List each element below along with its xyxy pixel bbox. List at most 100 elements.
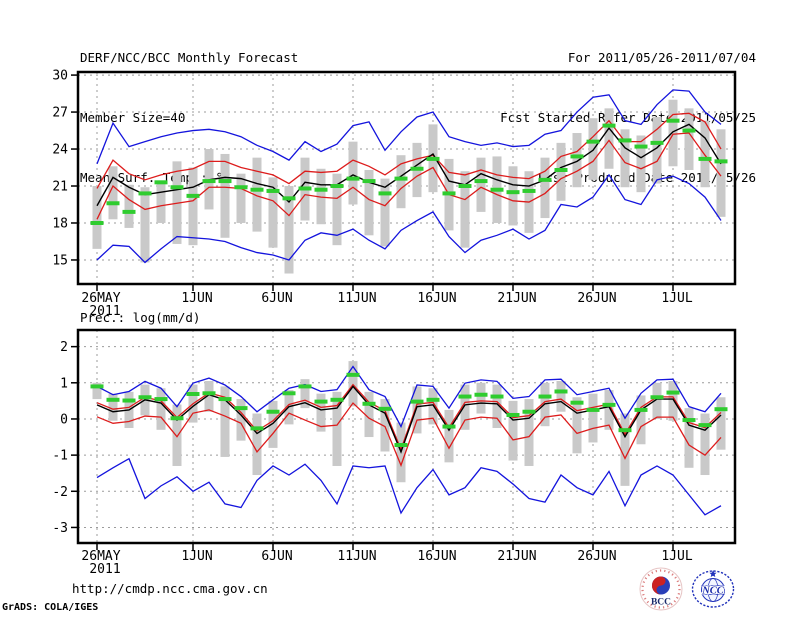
member-size-label: Member Size=40 [80,110,186,125]
axis-tick-label: 30 [52,69,68,84]
spread-bar [236,399,246,441]
axis-tick-label: 1JUN [181,291,212,306]
axis-tick-label: 16JUN [417,291,456,306]
ncc-star-icon [709,570,717,577]
spread-bar [364,169,374,236]
spread-bar [268,400,278,448]
page-title: DERF/NCC/BCC Monthly Forecast [80,50,299,65]
spread-bar [540,157,550,219]
axis-tick-label: 6JUN [261,549,292,564]
axis-tick-label: 1JUL [661,549,692,564]
spread-bar [156,388,166,430]
axis-tick-label: 21 [52,180,68,195]
spread-bar [412,386,422,434]
spread-bar [572,397,582,454]
precipitation-chart-ensemble-min [96,457,722,516]
spread-bar [684,408,694,468]
axis-tick-label: 11JUN [337,291,376,306]
bcc-char-ring-icon [641,569,681,609]
forecast-range-label: For 2011/05/26-2011/07/04 [567,50,756,65]
spread-bar [508,400,518,461]
spread-bar [172,404,182,466]
axis-tick-label: 11JUN [337,549,376,564]
spread-bar [140,187,150,263]
spread-bar [220,153,230,238]
spread-bar [700,120,710,188]
spread-bar [300,379,310,409]
spread-bar [716,129,726,217]
spread-bar [492,384,502,429]
spread-bar [364,391,374,438]
axis-tick-label: 26MAY [81,291,120,306]
spread-bar [684,108,694,170]
ncc-logo: NCC [691,570,735,608]
axis-tick-label: -2 [52,485,68,500]
axis-tick-label: 26JUN [577,291,616,306]
spread-bar [332,173,342,246]
spread-bar [668,99,678,167]
spread-bar [620,413,630,486]
spread-bar [652,382,662,419]
axis-tick-label: 21JUN [497,291,536,306]
spread-bar [588,118,598,180]
spread-bar [652,116,662,184]
axis-tick-label: 24 [52,143,68,158]
precipitation-chart-ensemble-mean [96,385,722,454]
spread-bar [636,135,646,193]
axis-tick-label: 21JUN [497,549,536,564]
spread-bar [220,386,230,457]
ncc-wreath-icon [691,570,735,608]
axis-tick-label: -1 [52,449,68,464]
spread-bar [428,388,438,425]
logo-row: BCC NCC [638,566,738,612]
axis-tick-label: 16JUN [417,549,456,564]
axis-tick-label: 2011 [89,304,120,319]
temperature-chart-ensemble-mean [96,123,722,207]
prec-chart-title: Prec.: log(mm/d) [80,310,201,325]
spread-bar [108,393,118,421]
grads-credit: GrADS: COLA/IGES [2,602,99,613]
spread-bar [700,413,710,476]
spread-bar [476,157,486,212]
axis-tick-label: 1 [60,376,68,391]
axis-tick-label: 27 [52,106,68,121]
spread-bar [284,186,294,274]
bcc-logo: BCC [639,567,683,611]
spread-bar [556,380,566,412]
axis-tick-label: 2 [60,340,68,355]
axis-tick-label: -3 [52,521,68,536]
bcc-logo-label: BCC [651,598,671,608]
plot-frame [76,70,737,286]
spread-bar [444,409,454,463]
spread-bar [604,390,614,430]
spread-bar [636,395,646,445]
spread-bar [620,129,630,188]
plot-frame [76,328,737,545]
spread-bar [716,397,726,450]
spread-bar [252,413,262,476]
spread-bar [92,382,102,400]
axis-tick-label: 2011 [89,562,120,577]
spread-bar [380,399,390,452]
axis-tick-label: 6JUN [261,291,292,306]
ncc-meridian-icon [707,578,719,602]
spread-bar [396,155,406,209]
axis-tick-label: 1JUL [661,291,692,306]
axis-tick-label: 15 [52,253,68,268]
spread-bar [604,108,614,169]
website-url: http://cmdp.ncc.cma.gov.cn [72,581,268,596]
spread-bar [108,166,118,220]
axis-tick-label: 0 [60,412,68,427]
spread-bar [460,171,470,248]
spread-bar [572,133,582,188]
spread-bar [332,391,342,466]
bcc-swirl-red-icon [652,576,666,595]
precipitation-chart-ensemble-max [96,365,722,429]
axis-tick-label: 26MAY [81,549,120,564]
temperature-chart-upper-spread [96,112,722,189]
spread-bar [316,393,326,432]
spread-bar [524,399,534,466]
